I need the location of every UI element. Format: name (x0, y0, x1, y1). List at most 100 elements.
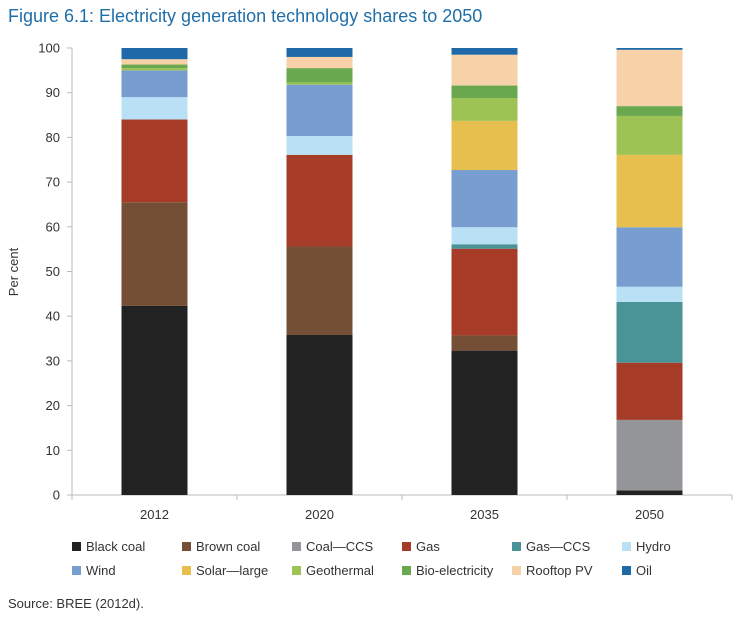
bar-segment-gas-ccs-2035 (451, 244, 518, 249)
bar-segment-black-coal-2020 (286, 334, 353, 495)
legend-swatch (622, 565, 631, 575)
bar-segment-black-coal-2050 (616, 490, 683, 495)
legend-label: Geothermal (306, 562, 374, 578)
y-tick-label: 30 (46, 353, 60, 368)
bar-segment-oil-2050 (616, 48, 683, 50)
bar-segment-geothermal-2050 (616, 115, 683, 155)
x-axis: 2012 2020 2035 2050 (71, 494, 733, 522)
bar-segment-wind-2012 (121, 70, 188, 98)
bar-segment-rooftop-pv-2035 (451, 54, 518, 86)
bar-segment-oil-2020 (286, 48, 353, 57)
bar-segment-black-coal-2035 (451, 350, 518, 495)
bar-segment-solar-large-2035 (451, 120, 518, 171)
y-tick-label: 10 (46, 443, 60, 458)
legend-item: Solar—large (182, 563, 292, 578)
legend-row: Wind Solar—large Geothermal Bio-electricity… (72, 558, 732, 582)
bar-segment-rooftop-pv-2050 (616, 49, 683, 107)
y-tick-label: 40 (46, 309, 60, 324)
legend-item: Bio-electricity (402, 563, 512, 578)
legend-item: Geothermal (292, 563, 402, 578)
bar-segment-bio-electricity-2020 (286, 68, 353, 83)
legend-item: Brown coal (182, 539, 292, 554)
bar-segment-wind-2050 (616, 227, 683, 287)
bar-segment-brown-coal-2012 (121, 202, 188, 306)
bar-segment-hydro-2020 (286, 136, 353, 155)
bar-segment-oil-2012 (121, 48, 188, 60)
bar-segment-gas-2035 (451, 248, 518, 336)
x-tick-label: 2020 (305, 507, 334, 522)
legend-swatch (622, 541, 631, 551)
x-tick-label: 2012 (140, 507, 169, 522)
bar-segment-solar-large-2050 (616, 154, 683, 228)
legend-swatch (292, 565, 301, 575)
bars (121, 48, 683, 495)
y-tick-label: 20 (46, 398, 60, 413)
x-tick-label: 2035 (470, 507, 499, 522)
y-axis-label: Per cent (6, 247, 21, 296)
bar-segment-brown-coal-2020 (286, 246, 353, 335)
legend-item: Gas—CCS (512, 539, 622, 554)
bar-segment-gas-2050 (616, 362, 683, 420)
legend-label: Rooftop PV (526, 562, 593, 578)
y-tick-label: 100 (38, 41, 60, 56)
legend-swatch (72, 541, 81, 551)
bar-segment-gas-2012 (121, 119, 188, 203)
legend-swatch (182, 541, 191, 551)
bar-segment-geothermal-2035 (451, 98, 518, 121)
legend-swatch (512, 541, 521, 551)
legend-label: Oil (636, 562, 652, 578)
legend-swatch (402, 565, 411, 575)
legend-swatch (292, 541, 301, 551)
bar-segment-rooftop-pv-2020 (286, 56, 353, 69)
legend-label: Coal—CCS (306, 538, 374, 554)
bar-segment-coal-ccs-2050 (616, 419, 683, 491)
legend-item: Rooftop PV (512, 563, 622, 578)
bar-segment-brown-coal-2035 (451, 335, 518, 351)
bar-segment-gas-ccs-2050 (616, 301, 683, 363)
legend-label: Gas (416, 538, 440, 554)
legend: Black coal Brown coal Coal—CCS Gas Gas—CCS Hy… (72, 534, 732, 582)
legend-label: Wind (86, 562, 116, 578)
legend-item: Oil (622, 563, 732, 578)
legend-item: Wind (72, 563, 182, 578)
bar-segment-geothermal-2020 (286, 82, 353, 85)
bar-segment-hydro-2012 (121, 97, 188, 120)
legend-row: Black coal Brown coal Coal—CCS Gas Gas—CCS Hy… (72, 534, 732, 558)
source-note: Source: BREE (2012d). (8, 596, 144, 611)
legend-item: Black coal (72, 539, 182, 554)
bar-segment-black-coal-2012 (121, 305, 188, 495)
bar-segment-bio-electricity-2012 (121, 64, 188, 69)
legend-swatch (512, 565, 521, 575)
legend-item: Gas (402, 539, 512, 554)
chart-title: Figure 6.1: Electricity generation techn… (8, 6, 483, 26)
legend-item: Coal—CCS (292, 539, 402, 554)
y-tick-label: 70 (46, 175, 60, 190)
y-tick-label: 60 (46, 219, 60, 234)
bar-segment-rooftop-pv-2012 (121, 59, 188, 65)
y-tick-label: 0 (53, 488, 60, 503)
bar-segment-wind-2020 (286, 84, 353, 137)
y-tick-label: 90 (46, 85, 60, 100)
legend-label: Bio-electricity (416, 562, 494, 578)
bar-segment-oil-2035 (451, 48, 518, 55)
legend-label: Solar—large (196, 562, 269, 578)
legend-swatch (72, 565, 81, 575)
legend-swatch (182, 565, 191, 575)
bar-segment-gas-2020 (286, 154, 353, 247)
legend-swatch (402, 541, 411, 551)
legend-label: Brown coal (196, 538, 261, 554)
legend-label: Black coal (86, 538, 146, 554)
bar-segment-bio-electricity-2050 (616, 106, 683, 116)
legend-item: Hydro (622, 539, 732, 554)
y-tick-label: 50 (46, 264, 60, 279)
y-axis: 0 10 20 30 40 50 60 70 80 90 100 (38, 41, 73, 503)
legend-label: Hydro (636, 538, 671, 554)
legend-label: Gas—CCS (526, 538, 591, 554)
bar-segment-wind-2035 (451, 170, 518, 228)
bar-segment-hydro-2050 (616, 286, 683, 302)
x-tick-label: 2050 (635, 507, 664, 522)
bar-segment-geothermal-2012 (121, 68, 188, 71)
y-tick-label: 80 (46, 130, 60, 145)
bar-segment-hydro-2035 (451, 227, 518, 245)
